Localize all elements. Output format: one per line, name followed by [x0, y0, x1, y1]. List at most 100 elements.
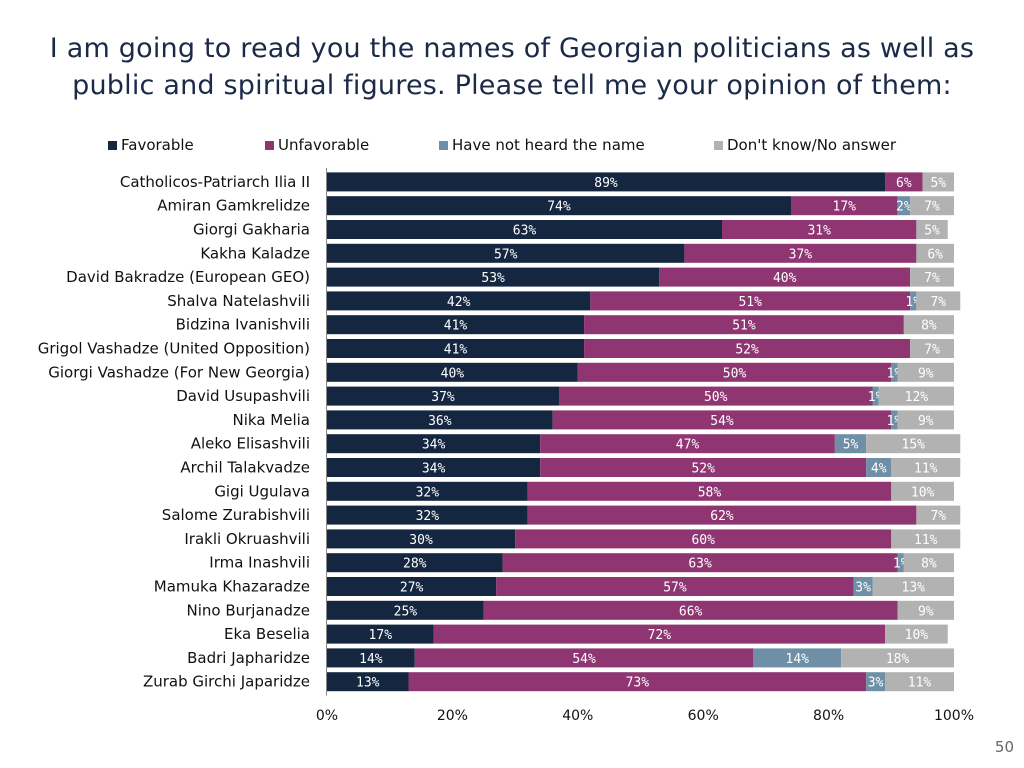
bar-unfavorable-gigi-ugulava: [527, 481, 892, 501]
category-label-david-bakradze-european-geo: David Bakradze (European GEO): [66, 268, 310, 286]
data-label-dont_know-david-usupashvili: 12%: [905, 390, 929, 405]
category-label-nika-melia: Nika Melia: [233, 411, 310, 429]
bar-dont_know-mamuka-khazaradze: [872, 577, 954, 596]
data-label-favorable-gigi-ugulava: 32%: [416, 485, 440, 500]
bar-favorable-irakli-okruashvili: [327, 529, 516, 549]
data-label-favorable-amiran-gamkrelidze: 74%: [547, 200, 571, 215]
data-label-unfavorable-nino-burjanadze: 66%: [679, 604, 703, 619]
legend-label-favorable: Favorable: [121, 136, 194, 154]
data-label-dont_know-shalva-natelashvili: 7%: [930, 295, 946, 310]
data-label-favorable-zurab-girchi-japaridze: 13%: [356, 676, 380, 691]
bar-favorable-catholicos-patriarch-ilia-ii: [327, 172, 886, 192]
bar-unfavorable-bidzina-ivanishvili: [584, 315, 904, 335]
x-tick-label-5: 100%: [934, 708, 974, 724]
data-label-not_heard-zurab-girchi-japaridze: 3%: [868, 676, 884, 691]
legend-label-not-heard: Have not heard the name: [452, 136, 645, 154]
category-label-kakha-kaladze: Kakha Kaladze: [200, 244, 310, 262]
bar-not_heard-giorgi-vashadze-for-new-georgia: [891, 362, 898, 382]
data-label-favorable-david-usupashvili: 37%: [431, 390, 455, 405]
category-label-aleko-elisashvili: Aleko Elisashvili: [191, 435, 310, 453]
bar-dont_know-gigi-ugulava: [891, 481, 954, 501]
legend-swatch-unfavorable: [265, 140, 274, 150]
category-label-salome-zurabishvili: Salome Zurabishvili: [162, 506, 310, 524]
data-label-not_heard-badri-japharidze: 14%: [786, 652, 810, 667]
data-label-favorable-aleko-elisashvili: 34%: [422, 438, 446, 453]
data-label-favorable-bidzina-ivanishvili: 41%: [444, 319, 468, 334]
category-label-mamuka-khazaradze: Mamuka Khazaradze: [154, 578, 310, 596]
bar-unfavorable-giorgi-gakharia: [722, 220, 917, 239]
bar-dont_know-irma-inashvili: [903, 553, 954, 573]
chart-title: I am going to read you the names of Geor…: [0, 30, 1024, 104]
category-label-amiran-gamkrelidze: Amiran Gamkrelidze: [157, 197, 310, 215]
bar-favorable-david-usupashvili: [327, 386, 559, 406]
bar-unfavorable-nino-burjanadze: [483, 600, 898, 620]
chart-title-line-1: I am going to read you the names of Geor…: [49, 33, 975, 64]
data-label-unfavorable-aleko-elisashvili: 47%: [676, 438, 700, 453]
data-label-unfavorable-eka-beselia: 72%: [648, 628, 672, 643]
data-label-favorable-nika-melia: 36%: [428, 414, 452, 429]
data-label-favorable-badri-japharidze: 14%: [359, 652, 383, 667]
bar-dont_know-badri-japharidze: [841, 648, 954, 668]
bar-favorable-gigi-ugulava: [327, 481, 528, 501]
legend-swatch-favorable: [108, 140, 117, 150]
bar-dont_know-catholicos-patriarch-ilia-ii: [922, 172, 954, 192]
bar-favorable-eka-beselia: [327, 624, 434, 644]
legend-item-unfavorable: Unfavorable: [265, 136, 369, 154]
data-label-favorable-irakli-okruashvili: 30%: [409, 533, 433, 548]
data-label-favorable-mamuka-khazaradze: 27%: [400, 581, 424, 596]
bar-dont_know-shalva-natelashvili: [916, 291, 961, 311]
category-label-irma-inashvili: Irma Inashvili: [209, 554, 310, 572]
chart-legend: Favorable Unfavorable Have not heard the…: [0, 136, 1024, 156]
bar-dont_know-aleko-elisashvili: [866, 434, 961, 454]
data-label-favorable-archil-talakvadze: 34%: [422, 462, 446, 477]
legend-item-dont-know: Don't know/No answer: [714, 136, 896, 154]
data-label-favorable-catholicos-patriarch-ilia-ii: 89%: [594, 176, 618, 191]
bar-favorable-nino-burjanadze: [327, 600, 484, 620]
data-label-dont_know-irakli-okruashvili: 11%: [914, 533, 938, 548]
bar-unfavorable-amiran-gamkrelidze: [790, 196, 898, 216]
bar-dont_know-grigol-vashadze-united-opposition: [910, 339, 954, 358]
chart-title-line-2: public and spiritual figures. Please tel…: [72, 70, 952, 101]
legend-item-not-heard: Have not heard the name: [439, 136, 645, 154]
data-label-unfavorable-kakha-kaladze: 37%: [789, 247, 813, 262]
data-label-dont_know-aleko-elisashvili: 15%: [902, 438, 926, 453]
data-label-unfavorable-irma-inashvili: 63%: [688, 557, 712, 572]
data-label-unfavorable-bidzina-ivanishvili: 51%: [732, 319, 756, 334]
legend-label-unfavorable: Unfavorable: [278, 136, 370, 154]
data-label-dont_know-gigi-ugulava: 10%: [911, 485, 935, 500]
bar-dont_know-salome-zurabishvili: [916, 505, 961, 525]
category-label-giorgi-vashadze-for-new-georgia: Giorgi Vashadze (For New Georgia): [48, 363, 310, 381]
bar-favorable-nika-melia: [327, 410, 553, 430]
bar-dont_know-david-usupashvili: [878, 386, 954, 406]
bar-not_heard-amiran-gamkrelidze: [897, 196, 911, 216]
data-label-dont_know-eka-beselia: 10%: [905, 628, 929, 643]
bar-favorable-zurab-girchi-japaridze: [327, 672, 409, 692]
bar-unfavorable-salome-zurabishvili: [527, 505, 917, 525]
data-label-favorable-irma-inashvili: 28%: [403, 557, 427, 572]
category-label-eka-beselia: Eka Beselia: [224, 625, 310, 643]
data-label-unfavorable-grigol-vashadze-united-opposition: 52%: [735, 343, 759, 358]
data-label-unfavorable-salome-zurabishvili: 62%: [710, 509, 734, 524]
bar-dont_know-irakli-okruashvili: [891, 529, 961, 549]
data-label-unfavorable-david-bakradze-european-geo: 40%: [773, 271, 797, 286]
data-label-favorable-david-bakradze-european-geo: 53%: [481, 271, 505, 286]
bar-dont_know-zurab-girchi-japaridze: [885, 672, 954, 692]
bar-unfavorable-mamuka-khazaradze: [496, 577, 854, 596]
bar-unfavorable-shalva-natelashvili: [590, 291, 911, 311]
data-label-dont_know-giorgi-gakharia: 5%: [924, 224, 940, 239]
category-label-bidzina-ivanishvili: Bidzina Ivanishvili: [176, 316, 310, 334]
bar-dont_know-amiran-gamkrelidze: [910, 196, 954, 216]
data-label-dont_know-archil-talakvadze: 11%: [914, 462, 938, 477]
bar-favorable-irma-inashvili: [327, 553, 503, 573]
x-tick-label-2: 40%: [562, 708, 593, 724]
category-label-nino-burjanadze: Nino Burjanadze: [187, 601, 311, 619]
bar-dont_know-nino-burjanadze: [897, 600, 954, 620]
bar-favorable-grigol-vashadze-united-opposition: [327, 339, 585, 358]
data-label-unfavorable-zurab-girchi-japaridze: 73%: [626, 676, 650, 691]
data-label-unfavorable-amiran-gamkrelidze: 17%: [833, 200, 857, 215]
data-label-dont_know-bidzina-ivanishvili: 8%: [921, 319, 937, 334]
legend-item-favorable: Favorable: [108, 136, 194, 154]
bar-favorable-bidzina-ivanishvili: [327, 315, 585, 335]
data-label-not_heard-mamuka-khazaradze: 3%: [855, 581, 871, 596]
data-label-dont_know-giorgi-vashadze-for-new-georgia: 9%: [918, 366, 934, 381]
